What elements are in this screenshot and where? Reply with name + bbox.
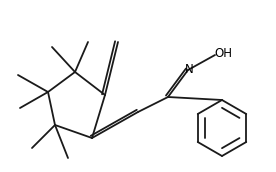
Text: OH: OH [214, 46, 232, 60]
Text: N: N [185, 62, 193, 76]
